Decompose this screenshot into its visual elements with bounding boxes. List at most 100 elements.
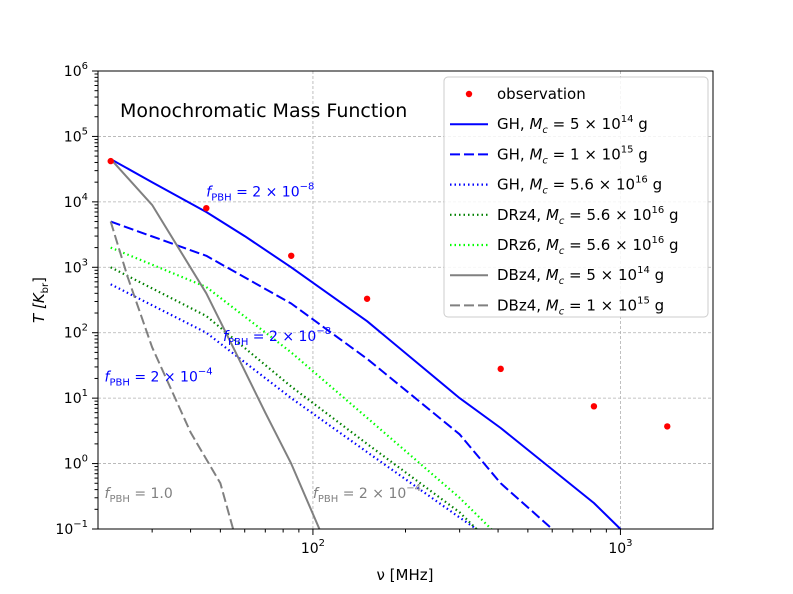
observation-points xyxy=(107,157,671,430)
legend-mass-sub: c xyxy=(559,246,565,257)
legend-mass-sub: c xyxy=(559,216,565,227)
legend-series-name: DBz4, xyxy=(497,296,546,314)
y-tick-base: 10 xyxy=(55,522,73,538)
series-line-gh-dashed xyxy=(110,220,554,529)
observation-point xyxy=(590,403,598,410)
legend-mass-exp: 16 xyxy=(652,235,665,246)
x-axis-label: ν [MHz] xyxy=(377,566,434,584)
y-tick-label: 101 xyxy=(64,388,88,407)
annotation-f: f xyxy=(313,486,320,502)
legend-series-name: GH, xyxy=(497,145,529,163)
y-tick-base: 10 xyxy=(64,129,82,145)
chart-title: Monochromatic Mass Function xyxy=(120,100,407,122)
fpbh-annotation: fPBH = 1.0 xyxy=(105,486,173,505)
legend-marker-observation xyxy=(465,90,473,98)
x-tick-exp: 2 xyxy=(319,538,325,549)
y-axis-label-close: ] xyxy=(30,277,48,283)
annotation-exp: −8 xyxy=(300,182,315,193)
y-tick-base: 10 xyxy=(64,457,82,473)
observation-point xyxy=(203,204,210,212)
legend-mass-exp: 16 xyxy=(635,175,648,186)
legend-unit: g xyxy=(650,296,664,314)
x-ticks: 10 2 103 xyxy=(151,529,633,557)
y-axis-label-main: T [K xyxy=(30,292,48,323)
y-tick-base: 10 xyxy=(64,326,82,342)
y-tick-label: 10−1 xyxy=(55,519,88,538)
annotation-exp: −4 xyxy=(406,483,421,494)
series-lines xyxy=(109,158,622,529)
legend-mass-exp: 14 xyxy=(637,265,650,276)
legend-mass-exp: 14 xyxy=(621,114,634,125)
legend-label: DBz4, Mc = 1 × 1015 g xyxy=(497,295,664,317)
fpbh-annotation: fPBH = 2 × 10−4 xyxy=(105,366,213,388)
legend-mass-value: = 5.6 × 10 xyxy=(564,206,651,224)
legend-box xyxy=(443,76,709,318)
annotation-f: f xyxy=(223,329,230,345)
observation-point xyxy=(664,423,671,430)
y-tick-exp: 1 xyxy=(82,388,88,399)
series-line-gh-dotted xyxy=(110,283,479,529)
y-tick-exp: 0 xyxy=(82,454,88,465)
legend-mass-symbol: M xyxy=(529,145,542,163)
y-axis-label-sub: br xyxy=(40,282,51,293)
annotation-sub: PBH xyxy=(109,377,129,388)
annotation-text: = 2 × 10 xyxy=(130,369,198,385)
observation-point xyxy=(288,252,295,259)
y-tick-base: 10 xyxy=(64,391,82,407)
legend-mass-exp: 15 xyxy=(621,144,634,155)
annotation-exp: −4 xyxy=(198,366,213,377)
y-tick-exp: 2 xyxy=(82,323,88,334)
y-tick-exp: 6 xyxy=(82,61,88,72)
series-line-dbz4-solid xyxy=(109,158,321,529)
annotation-sub: PBH xyxy=(318,494,338,505)
y-tick-base: 10 xyxy=(64,64,82,80)
annotation-text: = 2 × 10 xyxy=(338,486,406,502)
legend-mass-sub: c xyxy=(542,186,548,197)
series-line-dbz4-dashed xyxy=(109,221,235,529)
legend-label: GH, Mc = 5 × 1014 g xyxy=(497,114,648,136)
y-tick-base: 10 xyxy=(64,195,82,211)
legend-label: GH, Mc = 1 × 1015 g xyxy=(497,144,648,166)
legend-unit: g xyxy=(633,145,647,163)
y-tick-exp: 3 xyxy=(82,257,88,268)
legend-series-name: GH, xyxy=(497,115,529,133)
legend-mass-symbol: M xyxy=(546,236,559,254)
observation-point xyxy=(363,295,371,302)
observation-point xyxy=(497,365,504,373)
legend-mass-symbol: M xyxy=(529,176,542,194)
legend-unit: g xyxy=(664,236,678,254)
legend-mass-symbol: M xyxy=(546,266,559,284)
fpbh-annotation: fPBH = 2 × 10−4 xyxy=(313,483,421,505)
y-tick-label: 106 xyxy=(64,61,88,80)
annotation-sub: PBH xyxy=(228,337,248,348)
annotation-text: = 2 × 10 xyxy=(248,329,316,345)
legend-mass-exp: 15 xyxy=(637,295,650,306)
legend-label: DBz4, Mc = 5 × 1014 g xyxy=(497,265,664,287)
annotation-sub: PBH xyxy=(211,193,231,204)
legend-mass-value: = 1 × 10 xyxy=(564,296,637,314)
y-tick-exp: −1 xyxy=(73,519,88,530)
legend-mass-value: = 5.6 × 10 xyxy=(564,236,651,254)
legend-mass-sub: c xyxy=(542,155,548,166)
legend-mass-value: = 5.6 × 10 xyxy=(548,176,635,194)
x-tick-label: 103 xyxy=(608,538,632,557)
legend-mass-value: = 5 × 10 xyxy=(564,266,637,284)
x-tick-base: 10 xyxy=(608,541,626,557)
legend-series-name: DBz4, xyxy=(497,266,546,284)
legend-label: DRz6, Mc = 5.6 × 1016 g xyxy=(497,235,679,257)
observation-point xyxy=(107,157,114,165)
annotation-f: f xyxy=(105,369,112,385)
y-tick-base: 10 xyxy=(64,260,82,276)
legend-mass-value: = 5 × 10 xyxy=(548,115,621,133)
legend-series-name: DRz6, xyxy=(497,236,546,254)
y-tick-label: 104 xyxy=(64,192,88,211)
y-tick-label: 105 xyxy=(64,126,88,145)
legend-mass-sub: c xyxy=(559,306,565,317)
y-axis-label: T [Kbr] xyxy=(30,277,51,323)
legend-unit: g xyxy=(633,115,647,133)
series-line-gh-solid xyxy=(110,158,622,529)
